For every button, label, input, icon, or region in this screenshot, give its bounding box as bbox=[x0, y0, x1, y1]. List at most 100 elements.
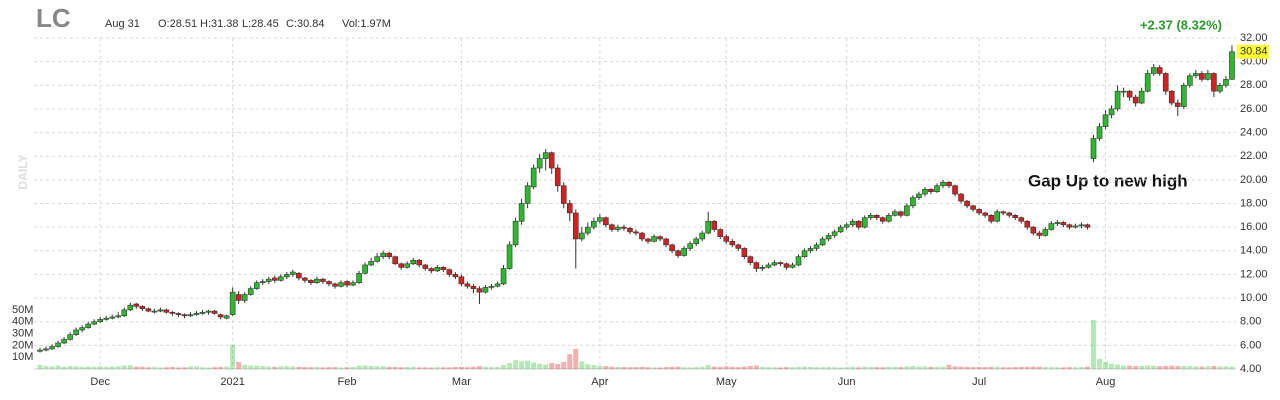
x-tick-label: Feb bbox=[338, 376, 357, 388]
candle-body bbox=[1060, 222, 1067, 226]
volume-bar bbox=[621, 366, 627, 369]
candle-body bbox=[861, 217, 868, 228]
candle-body bbox=[639, 232, 645, 240]
volume-bar bbox=[1157, 366, 1163, 369]
candle-body bbox=[133, 303, 140, 307]
volume-bar bbox=[675, 366, 681, 369]
candle-body bbox=[916, 193, 922, 198]
volume-bar bbox=[555, 364, 561, 369]
candle-body bbox=[229, 291, 236, 315]
candle-body bbox=[1000, 211, 1007, 214]
candle-body bbox=[320, 278, 326, 282]
candle-body bbox=[819, 238, 826, 246]
volume-bar bbox=[796, 366, 802, 369]
candle-body bbox=[964, 200, 970, 207]
volume-bar bbox=[1091, 320, 1096, 369]
volume-bar bbox=[783, 367, 789, 369]
volume-bar bbox=[1030, 366, 1036, 369]
candle-body bbox=[867, 215, 874, 218]
candle-body bbox=[1012, 215, 1019, 218]
change: +2.37 (8.32%) bbox=[1140, 17, 1222, 32]
volume-bar bbox=[856, 367, 862, 369]
volume-bar bbox=[717, 366, 723, 369]
candle-body bbox=[952, 185, 958, 195]
volume-bar bbox=[181, 367, 187, 369]
volume-bar bbox=[175, 367, 181, 369]
candle-body bbox=[530, 167, 537, 188]
volume-bar bbox=[1000, 367, 1006, 369]
volume-bar bbox=[934, 366, 940, 369]
candle-body bbox=[759, 267, 766, 269]
candle-body bbox=[193, 313, 200, 315]
candle-body bbox=[813, 244, 820, 249]
candle-body bbox=[958, 193, 964, 202]
candle-body bbox=[982, 212, 988, 216]
candle-body bbox=[97, 319, 103, 323]
volume-bar bbox=[633, 367, 639, 369]
volume-bar bbox=[525, 360, 531, 369]
candle-body bbox=[669, 244, 675, 252]
candle-body bbox=[536, 158, 543, 169]
grid bbox=[34, 37, 1236, 370]
candle-body bbox=[43, 348, 49, 351]
volume-bar bbox=[115, 366, 121, 369]
volume-bar bbox=[428, 367, 434, 369]
candle-body bbox=[344, 281, 350, 286]
candle-body bbox=[1108, 108, 1115, 116]
candle-body bbox=[175, 313, 182, 315]
volume-bar bbox=[591, 364, 597, 369]
candle-body bbox=[717, 229, 724, 237]
candle-body bbox=[675, 250, 681, 256]
candle-body bbox=[1193, 73, 1199, 77]
candle-body bbox=[55, 342, 61, 347]
candle-body bbox=[151, 310, 158, 313]
volume-bar bbox=[946, 364, 952, 369]
volume-bar bbox=[206, 367, 212, 369]
candle-body bbox=[1120, 90, 1127, 93]
volume-bar bbox=[904, 366, 910, 369]
candle-body bbox=[181, 314, 188, 317]
volume-bar bbox=[814, 367, 820, 369]
candle-body bbox=[771, 262, 778, 266]
volume-bar bbox=[1133, 366, 1139, 369]
volume-bar bbox=[79, 366, 85, 369]
volume-bar bbox=[127, 365, 133, 369]
candle-body bbox=[187, 314, 194, 317]
volume-bar bbox=[1006, 367, 1012, 369]
y-tick-label: 28.00 bbox=[1240, 79, 1268, 91]
candle-body bbox=[801, 250, 808, 257]
volume-bar bbox=[753, 365, 759, 369]
volume-bar bbox=[145, 367, 151, 369]
volume-bar bbox=[1211, 366, 1217, 369]
candle-body bbox=[1199, 73, 1205, 80]
candle-body bbox=[831, 231, 838, 236]
volume-bar bbox=[687, 367, 693, 369]
open: O:28.51 bbox=[158, 18, 197, 30]
candle-body bbox=[434, 267, 441, 272]
candle-body bbox=[934, 185, 940, 192]
volume-bar bbox=[446, 367, 452, 369]
volume-bar bbox=[507, 363, 513, 369]
volume-bar bbox=[964, 366, 970, 369]
volume-bar bbox=[356, 365, 362, 369]
candle-body bbox=[1205, 73, 1211, 80]
candle-body bbox=[1084, 224, 1091, 228]
candle-body bbox=[1126, 90, 1133, 98]
y-tick-label: 10.00 bbox=[1240, 292, 1268, 304]
y-tick-label: 8.00 bbox=[1240, 316, 1261, 328]
volume-bar bbox=[1151, 365, 1157, 369]
candle-body bbox=[1042, 229, 1049, 236]
candle-body bbox=[855, 220, 862, 228]
candle-body bbox=[621, 226, 627, 229]
x-tick-label: Dec bbox=[90, 376, 110, 388]
candle-body bbox=[645, 238, 651, 242]
labels: 4.00 6.00 8.00 10.00 12.00 14.00 16.00 18.00 20.… bbox=[12, 32, 1269, 388]
volume-bar bbox=[157, 367, 163, 369]
candle-body bbox=[199, 311, 206, 314]
candle-body bbox=[1156, 67, 1163, 74]
candle-body bbox=[723, 236, 730, 242]
candle-body bbox=[211, 310, 218, 314]
candle-body bbox=[350, 282, 356, 286]
volume-bar bbox=[585, 364, 591, 369]
